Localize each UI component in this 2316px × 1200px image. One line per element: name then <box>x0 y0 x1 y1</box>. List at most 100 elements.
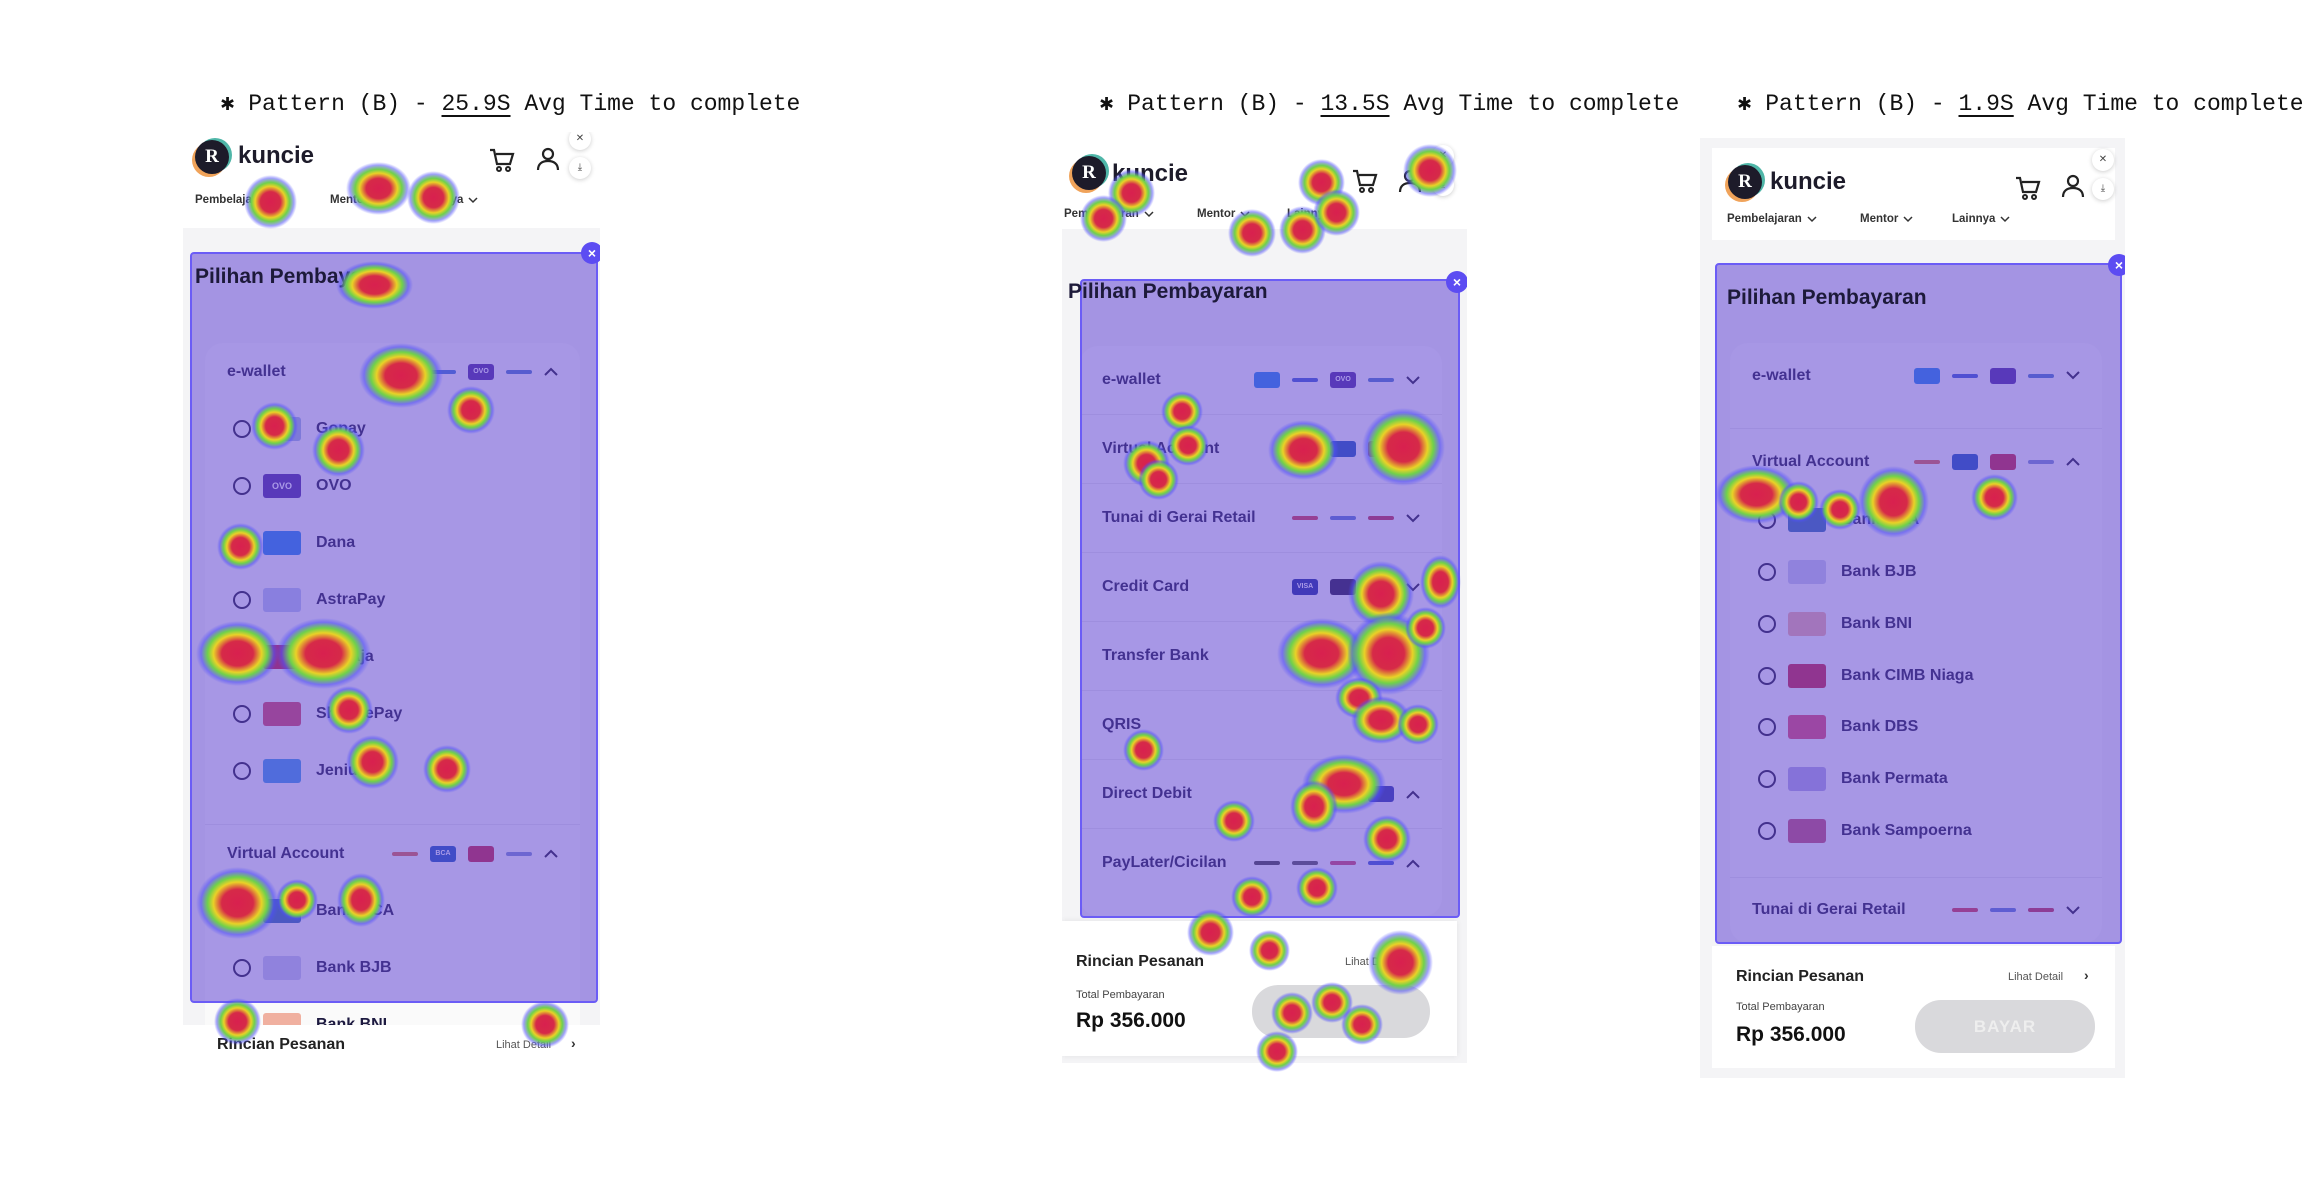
close-icon[interactable]: ✕ <box>569 132 591 150</box>
cart-icon[interactable] <box>1351 167 1379 195</box>
download-icon[interactable]: ⤓ <box>1432 174 1454 196</box>
radio-button[interactable] <box>1758 510 1776 529</box>
radio-button[interactable] <box>233 419 251 438</box>
payment-option-shopeepay[interactable]: ShopeePay <box>205 685 580 742</box>
download-icon[interactable]: ⤓ <box>2092 178 2114 200</box>
jenius-logo-icon <box>263 758 301 783</box>
nav-lainnya[interactable]: Lainnya <box>1952 213 2010 225</box>
section-header-qris[interactable]: QRIS <box>1080 690 1442 759</box>
radio-button[interactable] <box>233 901 251 920</box>
payment-option-dana[interactable]: Dana <box>205 514 580 571</box>
nav-pembelajaran[interactable]: Pembelajaran <box>195 194 285 206</box>
chevron-down-icon[interactable] <box>1406 720 1420 730</box>
chevron-down-icon[interactable] <box>1406 582 1420 592</box>
pay-button[interactable] <box>1252 985 1430 1038</box>
nav-mentor[interactable]: Mentor <box>1197 208 1250 220</box>
payment-option-bjb[interactable]: Bank BJB <box>205 939 580 996</box>
pay-button[interactable]: BAYAR <box>1915 1000 2095 1053</box>
user-icon[interactable] <box>1396 167 1424 195</box>
chevron-down-icon <box>275 196 285 203</box>
radio-button[interactable] <box>1758 718 1776 737</box>
radio-button[interactable] <box>1758 614 1776 633</box>
radio-button[interactable] <box>233 647 251 666</box>
radio-button[interactable] <box>1758 822 1776 841</box>
radio-button[interactable] <box>1758 562 1776 581</box>
chevron-down-icon[interactable] <box>2066 371 2080 380</box>
dbs-logo-icon <box>1788 715 1826 740</box>
radio-button[interactable] <box>233 590 251 609</box>
payment-option-permata[interactable]: Bank Permata <box>1730 753 2102 805</box>
chevron-right-icon[interactable]: › <box>2084 967 2089 983</box>
section-header-virtual-account[interactable]: Virtual Account <box>1730 428 2102 494</box>
chevron-right-icon[interactable]: › <box>571 1035 576 1051</box>
chevron-up-icon[interactable] <box>1406 790 1420 799</box>
nav-mentor[interactable]: Mentor <box>1860 213 1913 225</box>
nav-lainnya[interactable]: Lainnya <box>1287 208 1345 220</box>
radio-button[interactable] <box>233 958 251 977</box>
nav-pembelajaran[interactable]: Pembelajaran <box>1727 213 1817 225</box>
chevron-up-icon[interactable] <box>2066 457 2080 466</box>
section-header-virtual-account[interactable]: Virtual Account <box>1080 414 1442 483</box>
payment-option-bjb[interactable]: Bank BJB <box>1730 546 2102 598</box>
payment-option-dbs[interactable]: Bank DBS <box>1730 701 2102 753</box>
payment-option-cimb[interactable]: Bank CIMB Niaga <box>1730 650 2102 702</box>
total-payment-value: Rp 356.000 <box>1076 1009 1186 1032</box>
user-icon[interactable] <box>2059 172 2087 200</box>
radio-button[interactable] <box>233 533 251 552</box>
payment-option-sampoerna[interactable]: Bank Sampoerna <box>1730 805 2102 857</box>
chevron-up-icon[interactable] <box>544 367 558 376</box>
payment-option-bni[interactable]: Bank BNI <box>1730 598 2102 650</box>
overlay-close-icon[interactable]: × <box>2108 254 2125 276</box>
close-icon[interactable]: ✕ <box>2092 149 2114 171</box>
cart-icon[interactable] <box>2014 174 2042 202</box>
section-header-e-wallet[interactable]: e-wallet <box>1730 343 2102 408</box>
radio-button[interactable] <box>233 761 251 780</box>
overlay-close-icon[interactable]: × <box>1446 271 1467 293</box>
chevron-down-icon[interactable] <box>1406 513 1420 523</box>
user-icon[interactable] <box>534 145 562 173</box>
section-logos <box>1952 908 2054 913</box>
payment-option-linkaja[interactable]: LinkAja <box>205 628 580 685</box>
chevron-down-icon[interactable] <box>1406 444 1420 454</box>
section-header-e-wallet[interactable]: e-wallet OVO <box>1080 346 1442 414</box>
chevron-down-icon[interactable] <box>1406 651 1420 661</box>
payment-option-bca[interactable]: Bank BCA <box>205 882 580 939</box>
payment-option-astrapay[interactable]: AstraPay <box>205 571 580 628</box>
total-payment-label: Total Pembayaran <box>1076 989 1165 1001</box>
section-header-tunai-di-gerai-retail[interactable]: Tunai di Gerai Retail <box>1730 876 2102 943</box>
see-detail-link[interactable]: Lihat Detail <box>1345 956 1401 968</box>
cart-icon[interactable] <box>488 146 516 174</box>
nav-mentor[interactable]: Mentor <box>330 194 383 206</box>
see-detail-link[interactable]: Lihat Detail <box>2008 971 2064 983</box>
payment-option-jenius[interactable]: Jenius <box>205 742 580 799</box>
section-header-virtual-account[interactable]: Virtual Account BCA <box>205 824 580 882</box>
radio-button[interactable] <box>233 704 251 723</box>
payment-option-gopay[interactable]: Gopay <box>205 400 580 457</box>
close-icon[interactable]: ✕ <box>1432 145 1454 167</box>
overlay-close-icon[interactable]: × <box>581 242 600 264</box>
screenshot-panel: R kuncie Pembelajaran Mentor Lainnya ✕ ⤓… <box>183 132 600 1070</box>
see-detail-link[interactable]: Lihat Detail <box>496 1039 552 1051</box>
chevron-up-icon[interactable] <box>1406 859 1420 868</box>
radio-button[interactable] <box>233 476 251 495</box>
payment-options-heading: Pilihan Pembayaran <box>1727 286 1927 309</box>
section-header-credit-card[interactable]: Credit Card VISA <box>1080 552 1442 621</box>
section-header-e-wallet[interactable]: e-wallet OVO <box>205 343 580 400</box>
radio-button[interactable] <box>1758 770 1776 789</box>
nav-pembelajaran[interactable]: Pembelajaran <box>1064 208 1154 220</box>
chevron-down-icon[interactable] <box>2066 906 2080 915</box>
section-header-direct-debit[interactable]: Direct Debit <box>1080 759 1442 828</box>
nav-lainnya[interactable]: Lainnya <box>420 194 478 206</box>
chevron-up-icon[interactable] <box>544 849 558 858</box>
chevron-down-icon <box>373 196 383 203</box>
download-icon[interactable]: ⤓ <box>569 157 591 179</box>
section-header-paylater-cicilan[interactable]: PayLater/Cicilan <box>1080 828 1442 897</box>
brand-name: kuncie <box>238 142 315 169</box>
radio-button[interactable] <box>1758 666 1776 685</box>
section-logos: BCA <box>392 845 532 862</box>
payment-option-bca[interactable]: Bank BCA <box>1730 494 2102 546</box>
section-header-tunai-di-gerai-retail[interactable]: Tunai di Gerai Retail <box>1080 483 1442 552</box>
chevron-down-icon[interactable] <box>1406 375 1420 385</box>
section-header-transfer-bank[interactable]: Transfer Bank <box>1080 621 1442 690</box>
payment-option-ovo[interactable]: OVO OVO <box>205 457 580 514</box>
